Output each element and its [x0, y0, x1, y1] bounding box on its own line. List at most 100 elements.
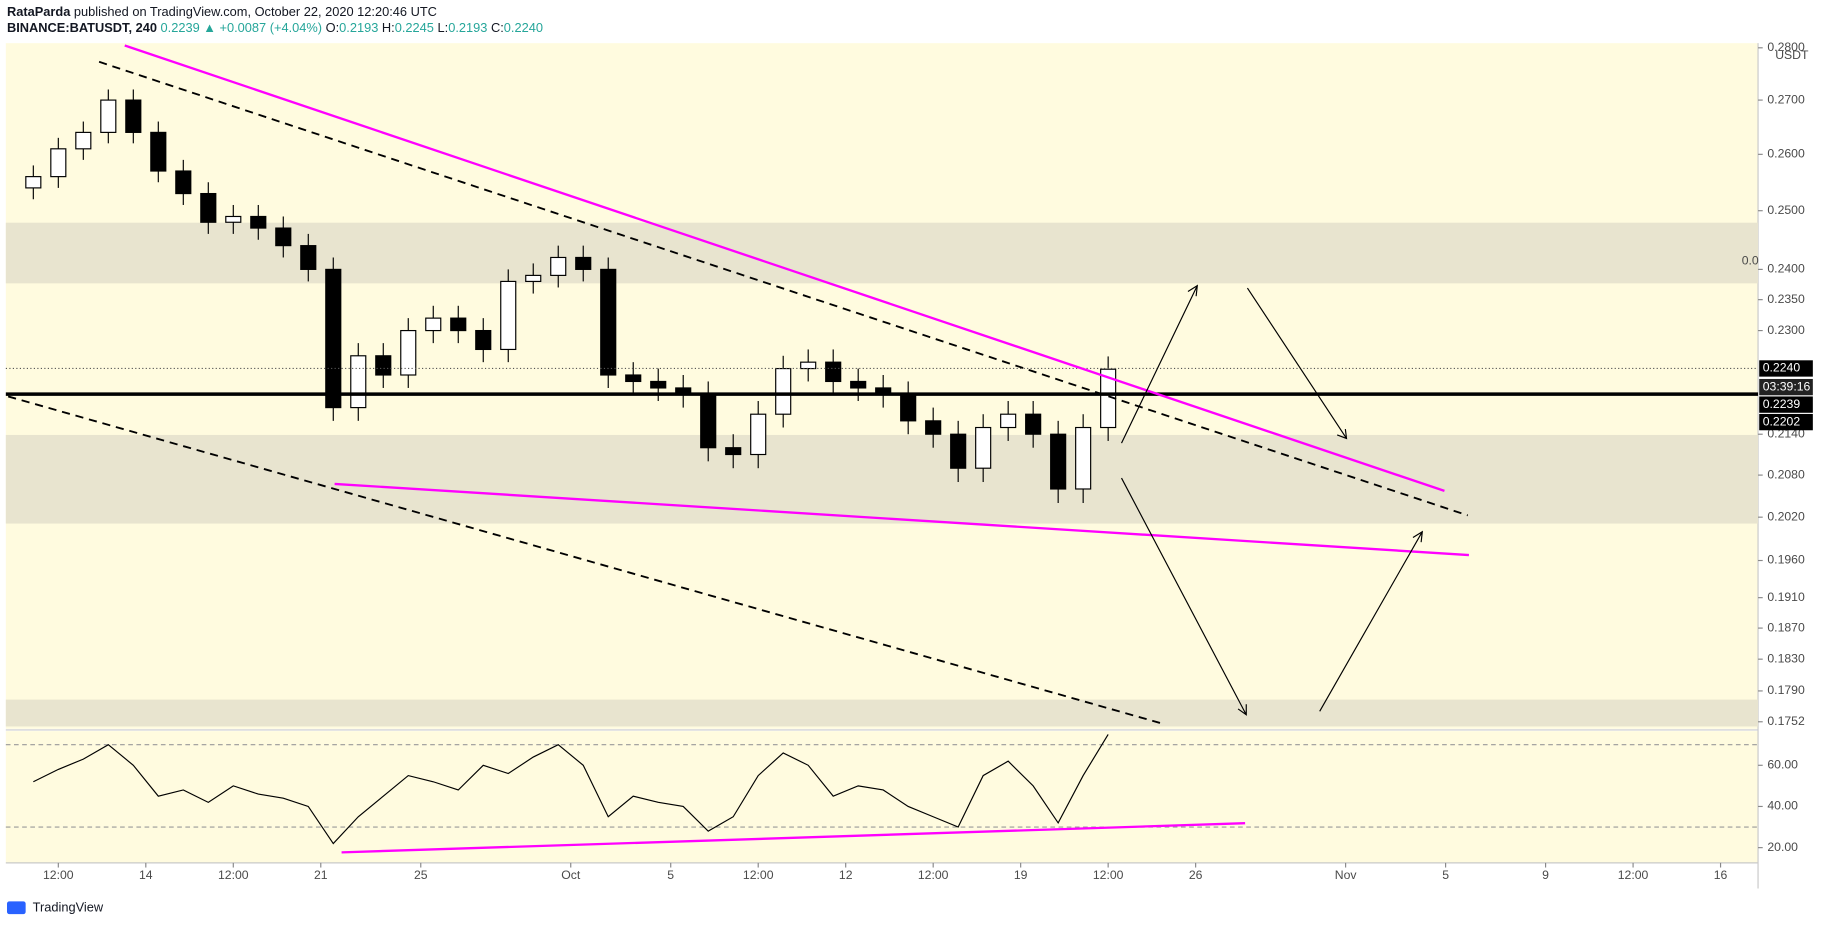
rsi-tick-label: 20.00 [1767, 840, 1798, 854]
price-tag-label: 0.2202 [1763, 414, 1801, 428]
symbol: BINANCE:BATUSDT, 240 [7, 21, 157, 36]
candle-body [250, 215, 267, 229]
price-tag [1759, 360, 1813, 377]
x-tick-label: Oct [561, 868, 581, 882]
y-tick-label: 0.2080 [1767, 467, 1805, 481]
candle-body [775, 367, 792, 415]
rsi-line [33, 734, 1109, 845]
candle-body [325, 268, 342, 409]
price-tag [1759, 396, 1813, 413]
rsi-trendline [341, 822, 1246, 854]
candle-body [450, 317, 467, 332]
candle-body [375, 355, 392, 376]
x-tick-label: 14 [139, 868, 153, 882]
author: RataParda [7, 4, 71, 19]
y-tick-label: 0.1830 [1767, 651, 1805, 665]
candle-body [400, 329, 417, 376]
x-tick-label: 12:00 [918, 868, 949, 882]
ohlc-label: L: [438, 21, 449, 36]
x-tick-label: 12:00 [743, 868, 774, 882]
candle-body [100, 99, 117, 133]
price-pane [5, 43, 1759, 729]
candle-body [200, 192, 217, 223]
candle-body [750, 413, 767, 456]
published: published on TradingView.com, October 22… [74, 4, 437, 19]
y-tick-label: 0.2020 [1767, 509, 1805, 523]
candle-body [800, 361, 817, 370]
arrow [1246, 287, 1348, 440]
candle-body [175, 170, 192, 195]
y-tick-label: 0.2500 [1767, 203, 1805, 217]
x-tick-label: 5 [667, 868, 674, 882]
candle-body [1050, 433, 1067, 490]
candle-body [900, 393, 917, 422]
logo [6, 901, 26, 915]
x-tick-label: 25 [414, 868, 428, 882]
annotation: 0.0 [1742, 253, 1759, 267]
price-tag-label: 03:39:16 [1763, 379, 1811, 393]
candle-body [300, 245, 317, 270]
y-tick-label: 0.2600 [1767, 147, 1805, 161]
ohlc-label: C: [491, 21, 504, 36]
candle-body [1025, 413, 1042, 435]
arrows [1120, 284, 1424, 716]
header-line: RataParda published on TradingView.com, … [7, 4, 437, 19]
candle-body [700, 393, 717, 449]
candle-body [1000, 413, 1017, 429]
currency-label: USDT [1775, 48, 1809, 62]
ohlc-label: O: [326, 21, 340, 36]
candle-body [575, 256, 592, 270]
arrow [1120, 284, 1199, 444]
dashed-channel [98, 60, 1469, 517]
candle-body [825, 361, 842, 383]
candle-body [75, 131, 92, 150]
x-tick-label: 12:00 [43, 868, 74, 882]
candle-body [50, 148, 67, 178]
y-tick-label: 0.2300 [1767, 323, 1805, 337]
rsi-pane [5, 731, 1759, 863]
ohlc-value: 0.2193 [448, 21, 487, 36]
y-tick-label: 0.1790 [1767, 683, 1805, 697]
candle-body [600, 268, 617, 376]
y-tick-label: 0.2350 [1767, 292, 1805, 306]
candle-body [1075, 426, 1092, 490]
candle-body [850, 380, 867, 389]
candle-body [25, 176, 42, 189]
lower-zone [5, 699, 1759, 727]
candle-body [475, 329, 492, 351]
candle-body [925, 420, 942, 435]
y-tick-label: 0.1910 [1767, 590, 1805, 604]
x-tick-label: Nov [1335, 868, 1358, 882]
ohlc-value: 0.2193 [339, 21, 378, 36]
symbol-line: BINANCE:BATUSDT, 240 0.2239 ▲ +0.0087 (+… [7, 21, 543, 36]
x-tick-label: 9 [1542, 868, 1549, 882]
candle-body [275, 227, 292, 247]
x-tick-label: 21 [314, 868, 328, 882]
y-tick-label: 0.2700 [1767, 92, 1805, 106]
candle-body [350, 355, 367, 409]
support-zone [5, 434, 1759, 524]
footer-brand: TradingView [33, 900, 104, 915]
price-tag [1759, 378, 1813, 396]
candle-body [225, 215, 242, 223]
candle-body [525, 274, 542, 283]
x-tick-label: 12 [839, 868, 853, 882]
candle-body [425, 317, 442, 332]
upper-trendline [124, 44, 1445, 493]
x-tick-label: 16 [1714, 868, 1728, 882]
resistance-zone [5, 222, 1759, 284]
candle-body [650, 380, 667, 389]
arrow [1120, 477, 1247, 716]
price-tag [1759, 413, 1813, 431]
candle-body [625, 374, 642, 383]
ohlc-label: H: [382, 21, 395, 36]
x-tick-label: 26 [1189, 868, 1203, 882]
candle-body [950, 433, 967, 469]
y-tick-label: 0.2400 [1767, 262, 1805, 276]
price-tag-label: 0.2239 [1763, 397, 1801, 411]
candle-body [500, 280, 517, 351]
x-tick-label: 19 [1014, 868, 1028, 882]
y-tick-label: 0.1870 [1767, 620, 1805, 634]
